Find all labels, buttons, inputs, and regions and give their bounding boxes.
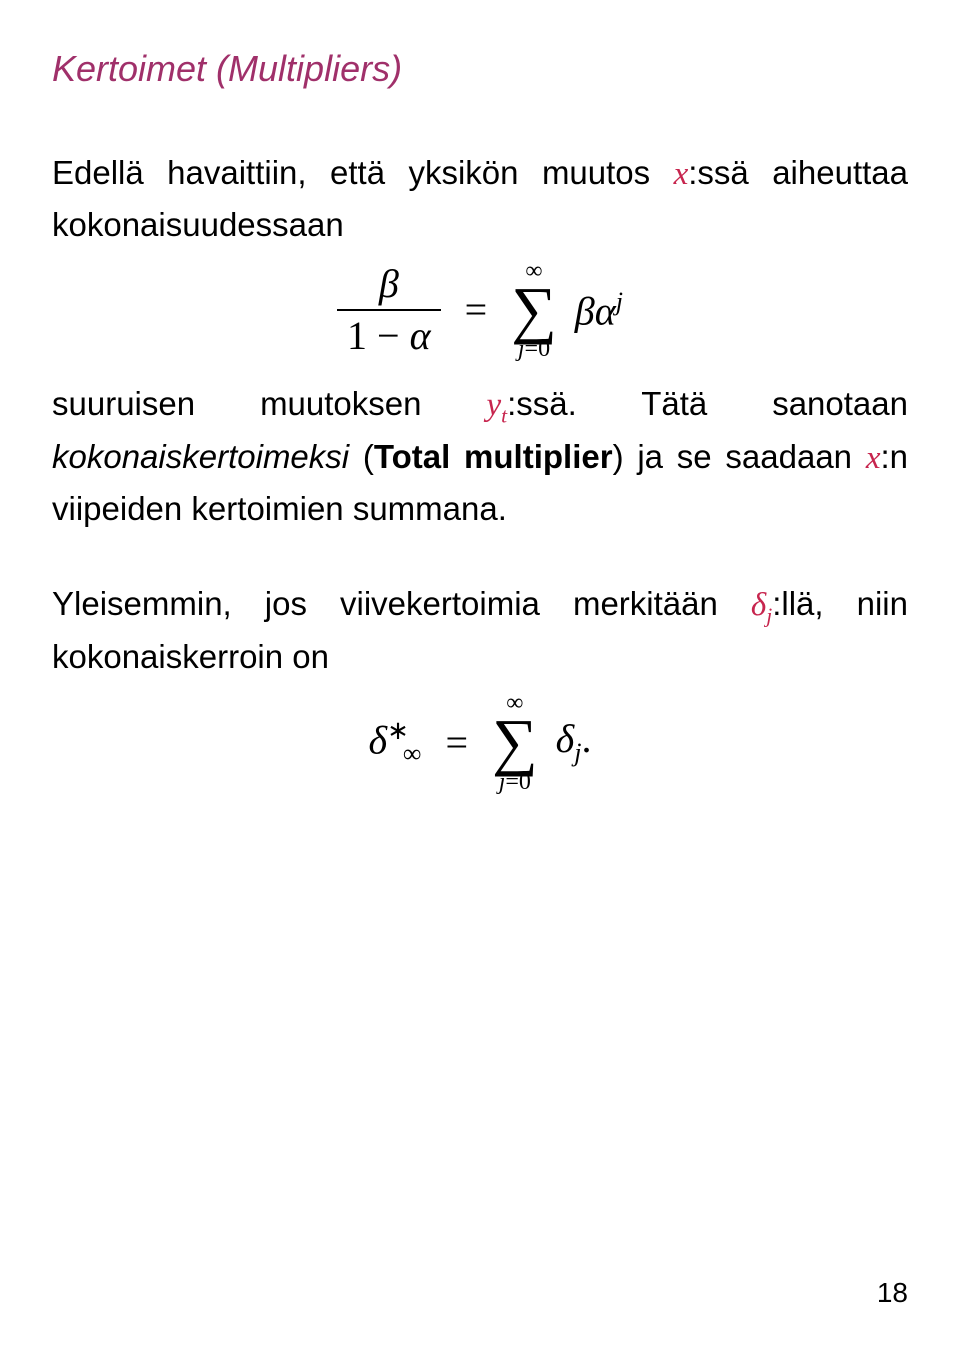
paragraph-3: Yleisemmin, jos viivekertoimia merkitään…: [52, 579, 908, 681]
var-delta: δ: [751, 587, 766, 623]
eq2-inf-sub: ∞: [403, 739, 422, 768]
summation: ∞ ∑ j=0: [511, 259, 557, 361]
paren-open: (: [349, 438, 374, 475]
p2-mid1: :ssä. Tätä sanotaan: [507, 385, 908, 422]
frac-denominator: 1 − α: [337, 311, 441, 358]
sum2-eq0: =0: [505, 769, 531, 795]
sum-j: j: [518, 336, 525, 362]
bold-term: Total multiplier: [374, 438, 613, 475]
frac-numerator: β: [337, 262, 441, 311]
heading-text: Kertoimet (Multipliers): [52, 48, 402, 89]
sigma-icon-2: ∑: [492, 715, 538, 769]
delta-star: δ∗∞: [369, 717, 422, 769]
sum2-lower: j=0: [492, 770, 538, 794]
p3-pre: Yleisemmin, jos viivekertoimia merkitään: [52, 585, 751, 622]
p2-pre: suuruisen muutoksen: [52, 385, 486, 422]
eq2-dot: .: [581, 716, 591, 761]
term-alpha: α: [595, 288, 616, 333]
page-number-value: 18: [877, 1277, 908, 1308]
paragraph-1: Edellä havaittiin, että yksikön muutos x…: [52, 148, 908, 249]
equation-1: β 1 − α = ∞ ∑ j=0 βαj: [52, 259, 908, 361]
paren-close-text: ) ja se saadaan: [613, 438, 866, 475]
sum-term: βαj: [575, 288, 623, 333]
paragraph-2: suuruisen muutoksen yt:ssä. Tätä sanotaa…: [52, 379, 908, 533]
den-minus: −: [367, 313, 410, 358]
italic-term: kokonaiskertoimeksi: [52, 438, 349, 475]
p1-pre: Edellä havaittiin, että yksikön muutos: [52, 154, 674, 191]
var-x: x: [674, 156, 689, 192]
var-y: y: [486, 387, 501, 423]
section-heading: Kertoimet (Multipliers): [52, 48, 908, 90]
sum-lower: j=0: [511, 337, 557, 361]
page-number: 18: [877, 1277, 908, 1309]
den-one: 1: [347, 313, 367, 358]
equation-2: δ∗∞ = ∞ ∑ j=0 δj.: [52, 691, 908, 793]
spacer: [52, 543, 908, 579]
var-x2: x: [866, 440, 881, 476]
fraction: β 1 − α: [337, 262, 441, 358]
eq2-term-delta: δ: [556, 716, 575, 761]
term-beta: β: [575, 288, 595, 333]
equals-sign: =: [465, 287, 488, 332]
sum-eq0: =0: [525, 336, 551, 362]
summation-2: ∞ ∑ j=0: [492, 691, 538, 793]
equals-sign-2: =: [445, 720, 468, 765]
sum2-term: δj.: [556, 717, 592, 768]
sigma-icon: ∑: [511, 283, 557, 337]
term-exp: j: [616, 287, 623, 316]
den-alpha: α: [410, 313, 431, 358]
eq2-delta: δ: [369, 717, 388, 762]
